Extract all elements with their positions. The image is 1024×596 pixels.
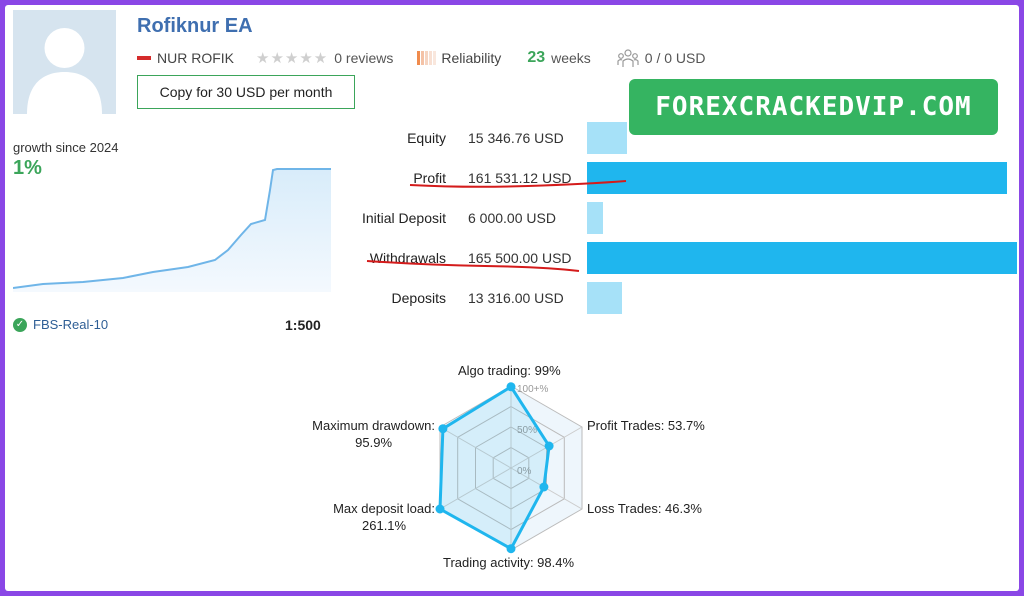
watermark-banner: FOREXCRACKEDVIP.COM — [629, 79, 998, 135]
avatar — [13, 10, 116, 114]
stat-row-equity: Equity 15 346.76 USD — [5, 122, 1019, 154]
radar-series — [435, 382, 554, 554]
reliability-label: Reliability — [441, 50, 502, 66]
reliability-bars-icon — [417, 51, 437, 65]
radar-point — [435, 504, 445, 514]
stat-label: Equity — [407, 130, 446, 146]
weeks-value: 23 — [527, 49, 546, 66]
stat-row-deposits: Deposits 13 316.00 USD — [5, 282, 1019, 314]
radar-point — [539, 482, 549, 492]
stat-value: 6 000.00 USD — [468, 210, 556, 226]
stat-bar — [587, 282, 622, 314]
radar-axis-label-text: Max deposit load: — [333, 501, 435, 516]
server-name[interactable]: FBS-Real-10 — [33, 317, 109, 332]
radar-axis-label-text: Profit Trades: 53.7% — [587, 418, 705, 433]
subscribers-icon — [617, 48, 639, 68]
growth-sparkline[interactable] — [13, 150, 333, 300]
signal-card: Rofiknur EA NUR ROFIK ★★★★★ 0 reviews Re… — [5, 5, 1019, 591]
radar-axis-label: Maximum drawdown: 95.9% — [312, 418, 435, 450]
stat-label: Profit — [413, 170, 446, 186]
radar-axis-label: Trading activity: 98.4% — [443, 555, 574, 570]
stat-row-profit: Profit 161 531.12 USD — [5, 162, 1019, 194]
user-silhouette-icon — [13, 10, 116, 114]
radar-point — [506, 544, 516, 554]
radar-tick-label: 0% — [517, 466, 532, 477]
radar-axis-label: Profit Trades: 53.7% — [587, 418, 705, 433]
signal-title[interactable]: Rofiknur EA — [137, 15, 253, 37]
growth-label: growth since 2024 — [13, 140, 119, 155]
radar-spoke — [439, 467, 512, 510]
stat-label: Initial Deposit — [361, 210, 446, 226]
growth-line — [13, 168, 331, 289]
growth-area — [13, 169, 331, 292]
leverage-value: 1:500 — [285, 317, 321, 333]
radar-axis-label: Algo trading: 99% — [458, 363, 561, 378]
stat-label: Deposits — [391, 290, 446, 306]
server-info: ✓ FBS-Real-10 — [13, 317, 108, 332]
radar-chart: 100+% 50% 0% — [435, 382, 583, 554]
reviews-count[interactable]: 0 reviews — [334, 50, 394, 66]
radar-axis-label: Loss Trades: 46.3% — [587, 501, 702, 516]
radar-tick-label: 50% — [517, 425, 537, 436]
author-name[interactable]: NUR ROFIK — [157, 50, 234, 66]
radar-point — [544, 441, 554, 451]
copy-subscribe-button[interactable]: Copy for 30 USD per month — [137, 75, 355, 109]
radar-axis-label-text: Trading activity: 98.4% — [443, 555, 575, 570]
rating-stars-icon: ★★★★★ — [256, 50, 329, 67]
radar-point — [438, 424, 448, 434]
signal-meta-row: NUR ROFIK ★★★★★ 0 reviews Reliability 23… — [137, 49, 706, 67]
radar-axis-label-text: Algo trading: 99% — [458, 363, 561, 378]
growth-value: 1% — [13, 157, 42, 179]
profit-annotation-underline — [409, 180, 627, 188]
radar-axis-label-text: Loss Trades: 46.3% — [587, 501, 702, 516]
radar-spoke — [439, 426, 512, 469]
stat-row-initial-deposit: Initial Deposit 6 000.00 USD — [5, 202, 1019, 234]
author-flag-icon — [137, 56, 151, 60]
subscribers-value: 0 / 0 USD — [644, 50, 706, 66]
stat-value: 15 346.76 USD — [468, 130, 564, 146]
stat-value: 165 500.00 USD — [468, 250, 572, 266]
radar-tick-label: 100+% — [517, 384, 549, 395]
stat-bar — [587, 122, 627, 154]
withdrawals-annotation-underline — [366, 260, 580, 272]
stat-value: 161 531.12 USD — [468, 170, 572, 186]
stat-bar — [587, 162, 1007, 194]
stat-value: 13 316.00 USD — [468, 290, 564, 306]
radar-axis-label-text: Maximum drawdown: — [312, 418, 435, 433]
verified-check-icon: ✓ — [13, 317, 27, 332]
radar-point — [506, 382, 516, 392]
stat-bar — [587, 202, 603, 234]
stat-bar — [587, 242, 1017, 274]
weeks-label: weeks — [551, 50, 591, 66]
radar-axis-label-value: 95.9% — [355, 435, 393, 450]
radar-tick-labels: 100+% 50% 0% — [517, 384, 549, 477]
radar-axis-label: Max deposit load: 261.1% — [333, 501, 435, 533]
radar-axis-label-value: 261.1% — [362, 518, 407, 533]
